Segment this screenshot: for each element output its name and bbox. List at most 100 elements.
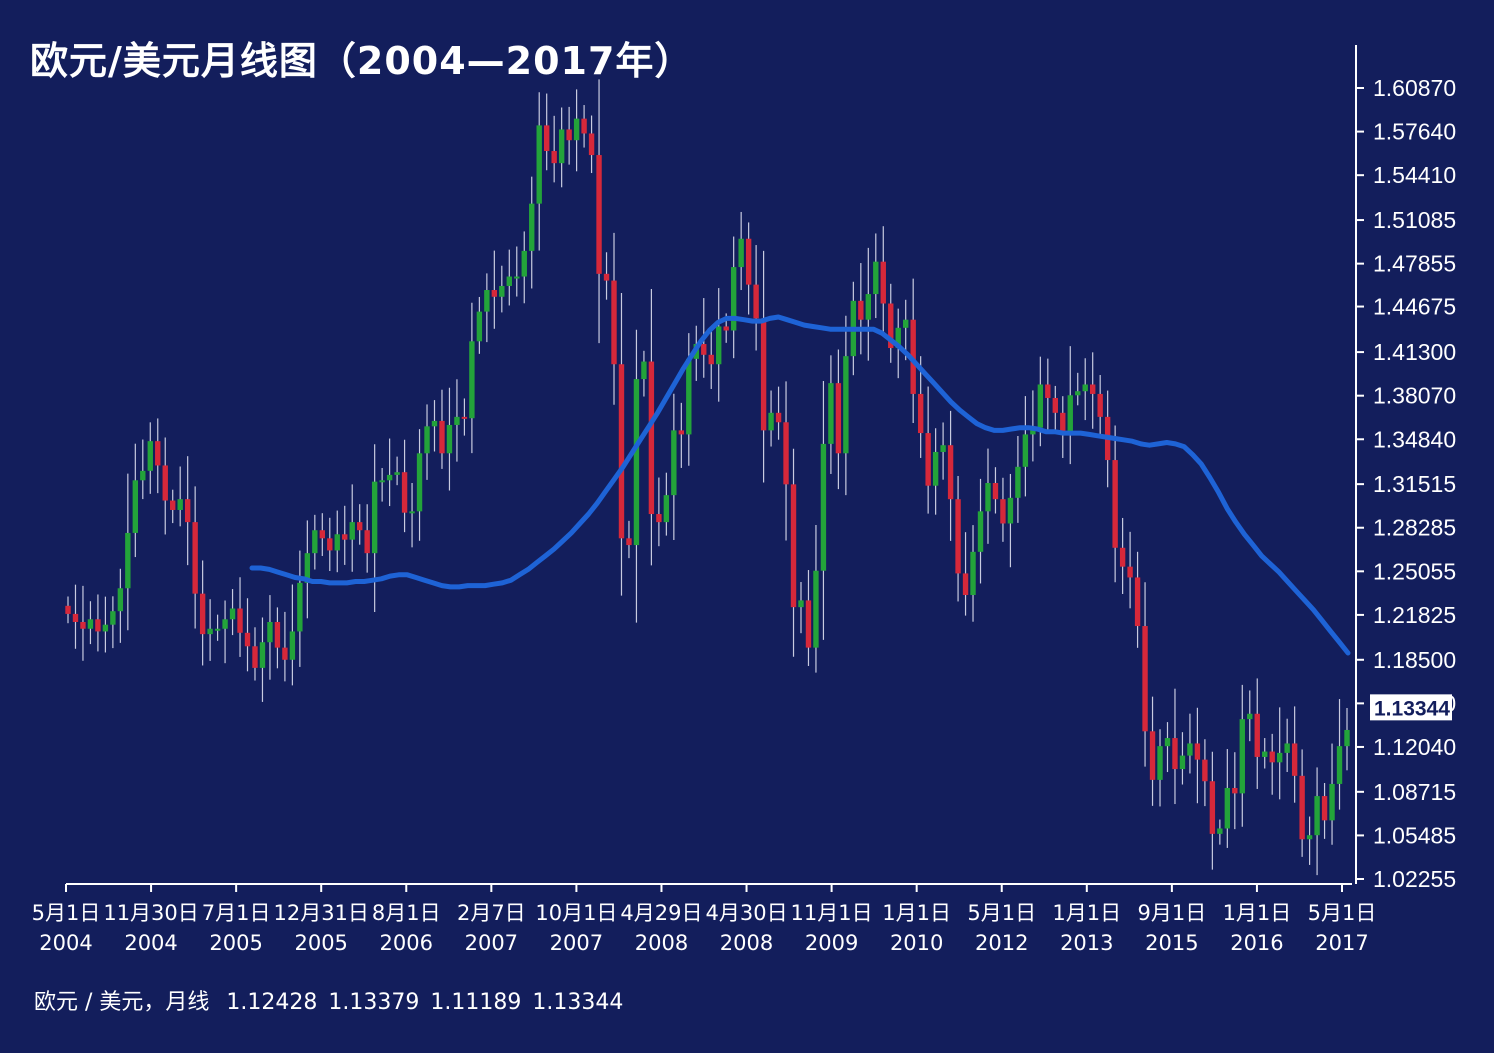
- candle-body: [925, 433, 931, 486]
- x-tick-year: 2017: [1315, 931, 1368, 955]
- candle-body: [1112, 460, 1118, 548]
- candle-body: [147, 441, 153, 471]
- ohlc-readout: 欧元 / 美元，月线 1.12428 1.13379 1.11189 1.133…: [34, 984, 633, 1016]
- candle-body: [80, 621, 86, 629]
- candle-body: [304, 553, 311, 583]
- candle-body: [543, 125, 550, 152]
- candle-body: [843, 356, 849, 454]
- candle-body: [663, 495, 670, 523]
- candle-body: [1187, 743, 1193, 756]
- candle-body: [618, 364, 625, 539]
- candle-body: [1149, 731, 1156, 780]
- candle-body: [1329, 783, 1335, 821]
- x-tick-year: 2006: [380, 931, 433, 955]
- candle-body: [102, 624, 109, 632]
- candle-body: [798, 600, 804, 608]
- candle-body: [476, 311, 483, 342]
- candle-body: [207, 628, 213, 635]
- candle-body: [536, 125, 542, 204]
- ohlc-symbol: 欧元 / 美元，月线: [34, 990, 210, 1015]
- y-tick-label: 1.31515: [1373, 471, 1456, 497]
- candle-body: [499, 285, 505, 297]
- candle-body: [424, 426, 430, 454]
- candle-body: [573, 118, 580, 141]
- candle-body: [880, 261, 886, 304]
- candle-body: [95, 619, 101, 632]
- candle-body: [65, 605, 71, 614]
- x-tick-date: 5月1日: [967, 901, 1036, 925]
- candle-body: [274, 621, 281, 648]
- candle-body: [529, 203, 535, 251]
- x-tick-date: 1月1日: [1223, 901, 1292, 925]
- x-tick-year: 2010: [890, 931, 943, 955]
- candle-body: [1075, 391, 1081, 396]
- candle-body: [1254, 713, 1260, 757]
- candle-body: [461, 416, 468, 419]
- candle-body: [491, 290, 498, 297]
- candle-body: [1194, 743, 1201, 760]
- candle-body: [364, 530, 370, 554]
- candle-body: [222, 619, 228, 629]
- x-tick-date: 1月1日: [882, 901, 951, 925]
- candle-body: [140, 470, 146, 481]
- candle-body: [917, 393, 924, 434]
- candle-body: [1179, 755, 1186, 770]
- candle-body: [558, 129, 565, 164]
- candle-body: [671, 430, 677, 496]
- candle-body: [1022, 434, 1029, 467]
- x-tick-year: 2005: [294, 931, 347, 955]
- x-tick-date: 7月1日: [202, 901, 271, 925]
- candle-body: [401, 472, 408, 513]
- candle-body: [701, 343, 707, 355]
- x-tick-year: 2015: [1145, 931, 1198, 955]
- candle-body: [895, 327, 901, 349]
- candle-body: [790, 484, 797, 608]
- candle-body: [110, 611, 116, 625]
- x-tick-date: 11月1日: [791, 901, 873, 925]
- candle-body: [155, 441, 161, 466]
- candle-body: [199, 593, 206, 635]
- candle-body: [1314, 796, 1320, 836]
- candle-body: [768, 412, 774, 431]
- x-tick-date: 9月1日: [1137, 901, 1206, 925]
- candle-body: [416, 453, 423, 512]
- y-tick-label: 1.34840: [1373, 426, 1456, 452]
- candle-body: [992, 482, 999, 500]
- candle-body: [962, 573, 969, 596]
- candle-body: [125, 532, 131, 589]
- y-tick-label: 1.02255: [1373, 866, 1456, 892]
- candle-body: [753, 284, 759, 319]
- candle-body: [888, 303, 894, 349]
- y-tick-label: 1.05485: [1373, 822, 1456, 848]
- candle-body: [1067, 395, 1073, 435]
- candle-body: [1142, 626, 1148, 732]
- candle-body: [1119, 547, 1126, 567]
- candle-body: [386, 474, 393, 481]
- candle-body: [835, 383, 842, 454]
- candle-body: [611, 280, 617, 365]
- candle-body: [259, 642, 266, 668]
- candle-body: [1172, 738, 1178, 770]
- candle-body: [1291, 743, 1298, 776]
- candle-body: [588, 133, 595, 156]
- candle-body: [289, 631, 296, 660]
- candle-body: [1164, 738, 1171, 747]
- candle-body: [940, 445, 946, 452]
- candle-body: [738, 238, 744, 268]
- candle-body: [177, 499, 183, 510]
- x-tick-date: 11月30日: [103, 901, 198, 925]
- y-tick-label: 1.57640: [1373, 119, 1456, 145]
- candles-layer: [65, 79, 1350, 876]
- candle-body: [87, 619, 94, 629]
- x-tick-year: 2012: [975, 931, 1028, 955]
- candle-body: [192, 522, 198, 594]
- candle-body: [1344, 729, 1350, 747]
- y-tick-label: 1.38070: [1373, 383, 1456, 409]
- candle-body: [1082, 384, 1088, 392]
- candle-body: [828, 383, 834, 444]
- candle-body: [760, 318, 767, 431]
- current-price-box: [1370, 694, 1452, 721]
- candle-body: [723, 326, 729, 331]
- candle-body: [252, 646, 258, 668]
- candle-body: [521, 250, 527, 277]
